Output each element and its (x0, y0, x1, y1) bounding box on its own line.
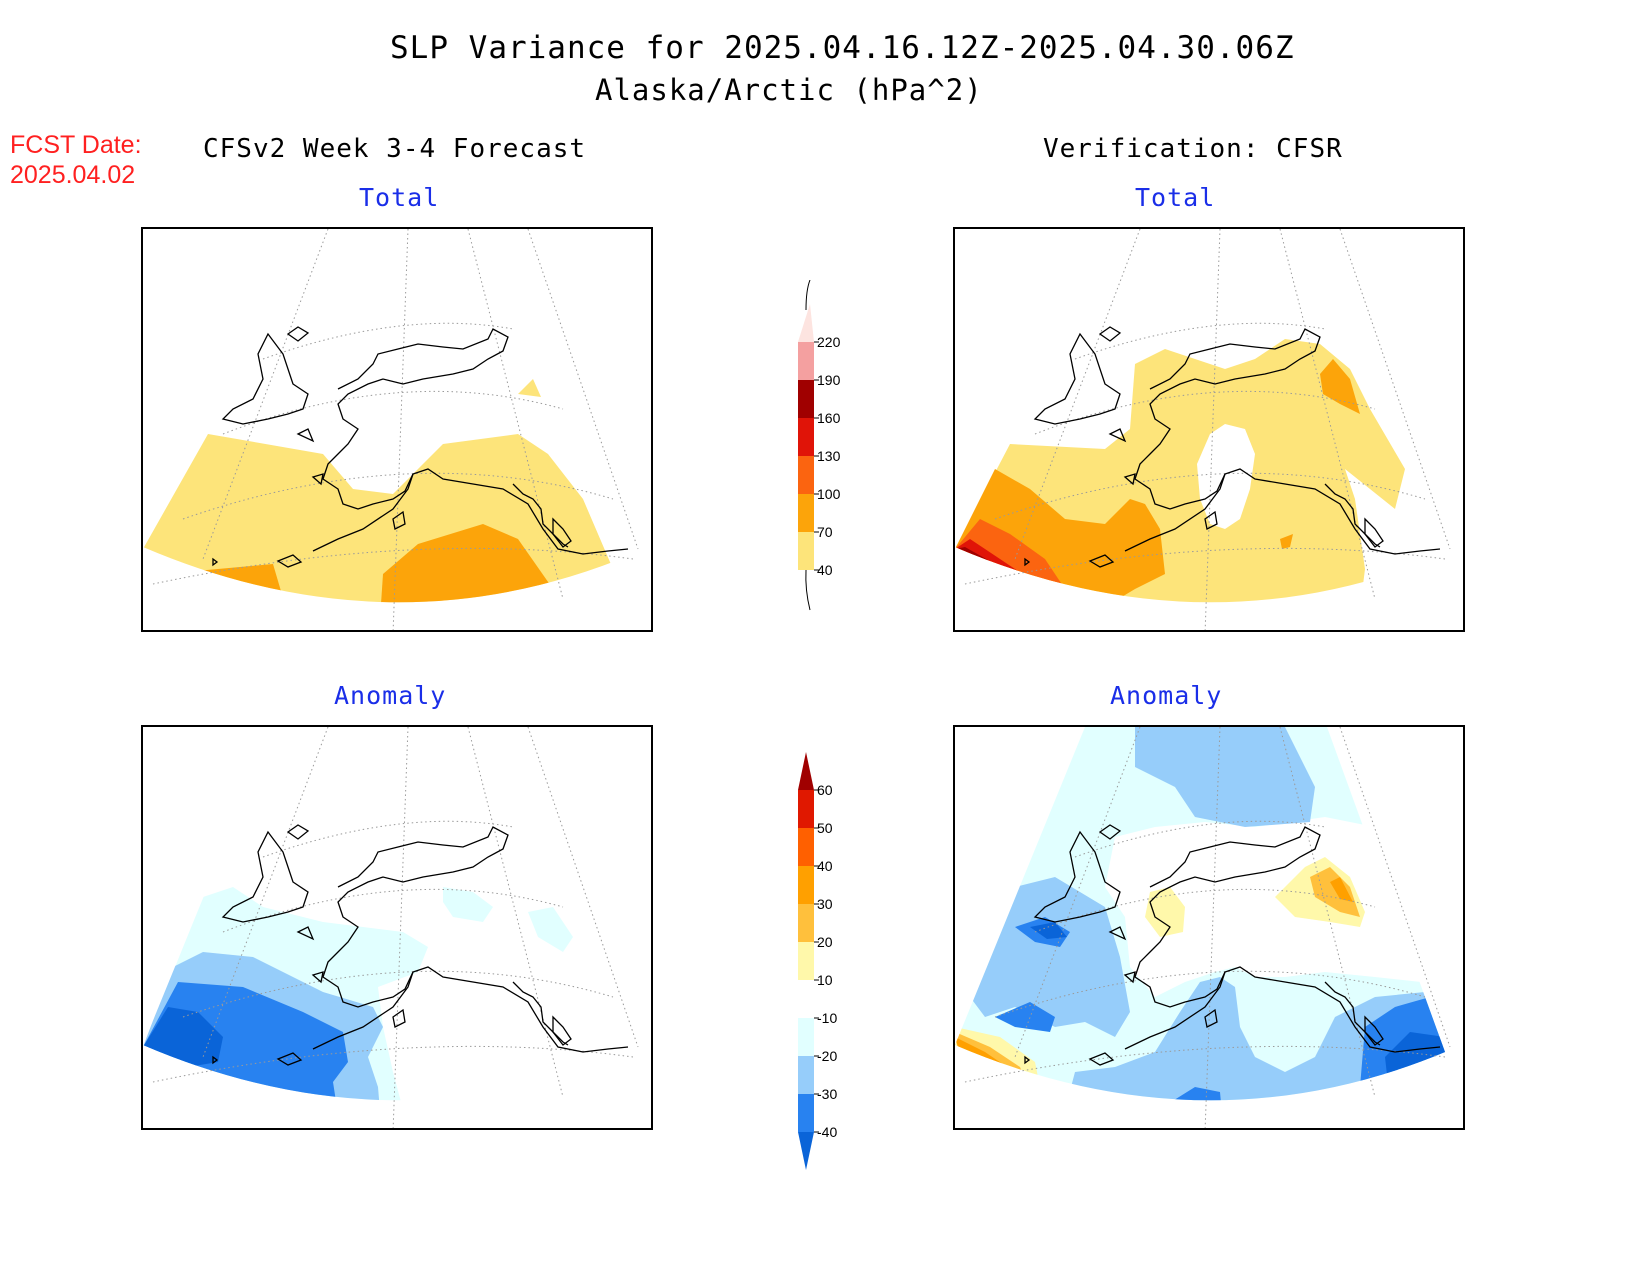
anomaly-neg20-neg30-region (970, 877, 1130, 1037)
verification-total-title: Total (1135, 183, 1216, 212)
anomaly-10-20-region (1145, 887, 1185, 937)
anomaly-30-40-region (1330, 877, 1353, 902)
total-colorbar-swatch (798, 456, 814, 494)
map-graticule (964, 727, 1451, 1128)
variance-70-100-region (378, 524, 563, 603)
anomaly-20-30-region (1310, 867, 1360, 917)
total-colorbar-label: 220 (817, 334, 841, 350)
anomaly-below-neg40-region (143, 1007, 223, 1067)
anomaly-colorbar-swatch (798, 1018, 814, 1056)
coastline (1024, 326, 1441, 568)
map-graticule (964, 229, 1451, 630)
anomaly-neg10-neg20-region (528, 907, 573, 952)
anomaly-30-40-region (955, 1037, 1010, 1069)
anomaly-colorbar-label: 10 (817, 972, 833, 988)
anomaly-colorbar-label: -30 (817, 1086, 837, 1102)
anomaly-colorbar-label: 60 (817, 782, 833, 798)
total-colorbar-swatch (798, 494, 814, 532)
anomaly-colorbar: -40 -30 -20 -10 10 20 30 40 50 60 (798, 752, 837, 1170)
anomaly-colorbar-swatch (798, 980, 814, 1018)
anomaly-colorbar-swatch (798, 942, 814, 980)
anomaly-colorbar-label: 30 (817, 896, 833, 912)
total-colorbar-label: 100 (817, 486, 841, 502)
total-colorbar-swatch (798, 532, 814, 570)
total-colorbar-swatch (798, 380, 814, 418)
verification-anomaly-map (953, 725, 1465, 1130)
variance-70-100-region (955, 469, 1165, 603)
anomaly-colorbar-label: -40 (817, 1124, 837, 1140)
anomaly-colorbar-swatch (798, 904, 814, 942)
anomaly-neg20-neg30-region (1055, 977, 1445, 1101)
variance-70-100-region (1320, 359, 1360, 414)
forecast-column-title: CFSv2 Week 3-4 Forecast (203, 134, 587, 164)
forecast-anomaly-map (141, 725, 653, 1130)
anomaly-colorbar-swatch (798, 1056, 814, 1094)
forecast-anomaly-title: Anomaly (334, 681, 447, 710)
anomaly-colorbar-label: -20 (817, 1048, 837, 1064)
forecast-total-map (141, 227, 653, 632)
total-colorbar-top-arrow (805, 280, 811, 311)
total-colorbar-swatch (798, 418, 814, 456)
anomaly-colorbar-label: 50 (817, 820, 833, 836)
anomaly-colorbar-label: 20 (817, 934, 833, 950)
variance-40-70-region (518, 379, 541, 397)
variance-70-100-region (1280, 534, 1293, 549)
map-graticule (152, 727, 639, 1128)
fcst-date-value: 2025.04.02 (10, 161, 136, 189)
verification-column-title: Verification: CFSR (1043, 134, 1343, 164)
total-colorbar: 40 70 100 130 160 190 220 (798, 280, 841, 611)
anomaly-colorbar-swatch (798, 866, 814, 904)
total-colorbar-bottom-arrow (805, 569, 811, 611)
anomaly-colorbar-label: -10 (817, 1010, 837, 1026)
anomaly-neg30-neg40-region (995, 1002, 1055, 1032)
coastline (212, 326, 629, 568)
anomaly-colorbar-bottom-swatch (798, 1132, 814, 1170)
anomaly-colorbar-label: 40 (817, 858, 833, 874)
total-colorbar-label: 40 (817, 562, 833, 578)
total-colorbar-label: 70 (817, 524, 833, 540)
anomaly-below-neg40-region (1030, 922, 1067, 939)
map-graticule (152, 229, 639, 630)
total-colorbar-label: 160 (817, 410, 841, 426)
forecast-total-title: Total (359, 183, 440, 212)
anomaly-below-neg40-region (1385, 1032, 1445, 1101)
coastline (1024, 824, 1441, 1066)
total-colorbar-label: 190 (817, 372, 841, 388)
anomaly-colorbar-top-swatch (798, 752, 814, 790)
main-title: SLP Variance for 2025.04.16.12Z-2025.04.… (390, 30, 1295, 66)
coastline (212, 824, 629, 1066)
anomaly-neg10-neg20-region (443, 887, 493, 922)
anomaly-colorbar-swatch (798, 1094, 814, 1132)
total-colorbar-top-swatch (798, 304, 814, 342)
total-colorbar-label: 130 (817, 448, 841, 464)
anomaly-colorbar-swatch (798, 828, 814, 866)
main-subtitle: Alaska/Arctic (hPa^2) (595, 73, 983, 107)
variance-40-70-region (143, 434, 613, 603)
anomaly-colorbar-swatch (798, 790, 814, 828)
fcst-date-label: FCST Date: (10, 131, 142, 159)
verification-total-map (953, 227, 1465, 632)
verification-anomaly-title: Anomaly (1110, 681, 1223, 710)
total-colorbar-swatch (798, 342, 814, 380)
anomaly-neg20-neg30-region (1135, 727, 1315, 827)
